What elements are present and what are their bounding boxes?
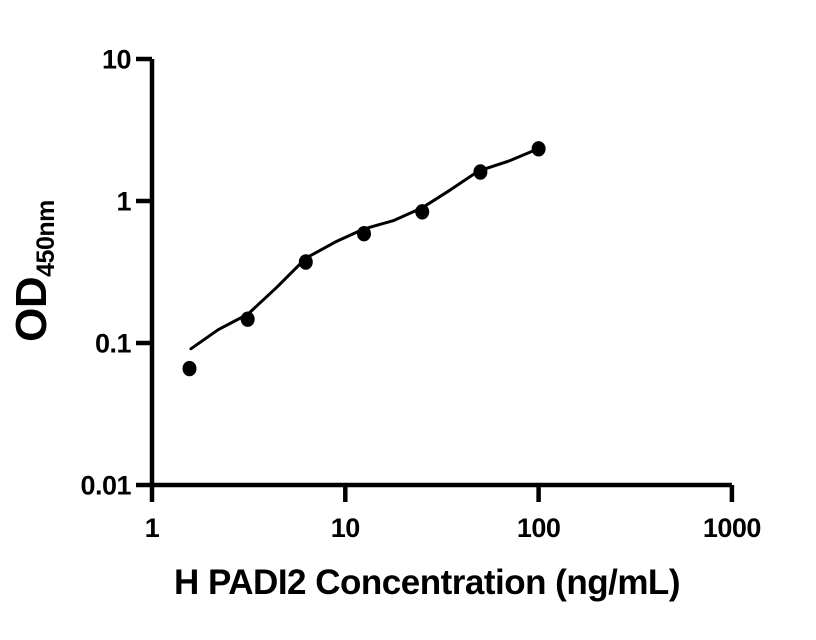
y-axis-title-main: OD [7,277,56,342]
y-tick-label-10: 10 [102,45,131,75]
data-points [182,141,546,377]
data-point-4 [415,204,430,220]
x-tick-label-1000: 1000 [703,513,761,543]
x-axis-title: H PADI2 Concentration (ng/mL) [174,563,680,602]
tick-labels: 10 1 0.1 0.01 1 10 100 1000 [80,45,761,544]
data-point-3 [357,226,371,242]
y-tick-label-0.01: 0.01 [80,471,131,501]
x-tick-label-100: 100 [517,513,561,543]
data-point-1 [240,311,255,327]
data-point-2 [298,254,313,270]
axes [136,56,735,502]
data-point-5 [473,164,488,180]
data-point-6 [531,141,546,157]
y-tick-label-1: 1 [116,187,131,217]
x-tick-label-1: 1 [145,513,160,543]
x-tick-label-10: 10 [331,513,360,543]
y-axis-title: OD450nm [7,200,60,342]
y-tick-label-0.1: 0.1 [95,329,132,359]
y-axis-title-subscript: 450nm [32,200,60,277]
data-point-0 [182,360,197,377]
